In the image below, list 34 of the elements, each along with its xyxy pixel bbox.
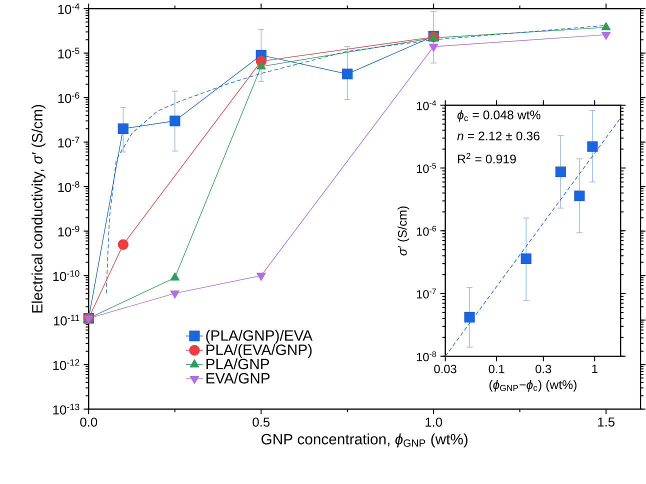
annotation: R$^{2}$ = 0.919: [458, 152, 516, 164]
y-tick-label: 10$^{-8}$: [416, 351, 436, 362]
y-axis-title: σ′ (S/cm): [398, 206, 410, 256]
x-tick-label: 0.1: [488, 364, 504, 374]
legend-label: PLA/(EVA/GNP): [206, 344, 312, 358]
y-tick-label: 10$^{-6}$: [58, 92, 80, 104]
x-tick-label: 1.5: [598, 418, 614, 427]
y-tick-label: 10$^{-4}$: [58, 3, 80, 14]
y-tick-label: 10$^{-7}$: [58, 136, 80, 148]
y-tick-label: 10$^{-11}$: [54, 314, 80, 326]
x-tick-label: 0.3: [536, 364, 552, 374]
x-axis-title: (ϕ$_{GNP}$−ϕ$_{c}$) (wt%): [489, 380, 576, 392]
y-tick-label: 10$^{-4}$: [416, 100, 436, 110]
y-tick-label: 10$^{-5}$: [416, 163, 436, 174]
legend-label: EVA/GNP: [206, 372, 270, 384]
x-tick-label: 0.5: [252, 418, 270, 427]
annotation: n = 2.12 ± 0.36: [457, 132, 540, 140]
x-tick-label: 0.03: [434, 364, 456, 374]
y-tick-label: 10$^{-9}$: [58, 226, 80, 237]
y-tick-label: 10$^{-12}$: [53, 359, 80, 370]
x-axis-title: GNP concentration, ϕ$_{GNP}$ (wt%): [262, 434, 468, 448]
y-tick-label: 10$^{-10}$: [53, 270, 80, 282]
y-axis-title: Electrical conductivity, σ′ (S/cm): [32, 105, 46, 313]
annotation: ϕ$_{c}$ = 0.048 wt%: [457, 110, 540, 122]
legend-label: (PLA/GNP)/EVA: [206, 330, 313, 344]
y-tick-label: 10$^{-5}$: [58, 48, 80, 59]
x-tick-label: 1: [592, 364, 598, 374]
legend-label: PLA/GNP: [206, 358, 270, 370]
x-tick-label: 0.0: [80, 418, 98, 427]
y-tick-label: 10$^{-7}$: [416, 288, 436, 299]
y-tick-label: 10$^{-8}$: [58, 181, 80, 192]
x-tick-label: 1.0: [426, 418, 442, 427]
y-tick-label: 10$^{-13}$: [53, 404, 80, 415]
y-tick-label: 10$^{-6}$: [416, 226, 436, 236]
